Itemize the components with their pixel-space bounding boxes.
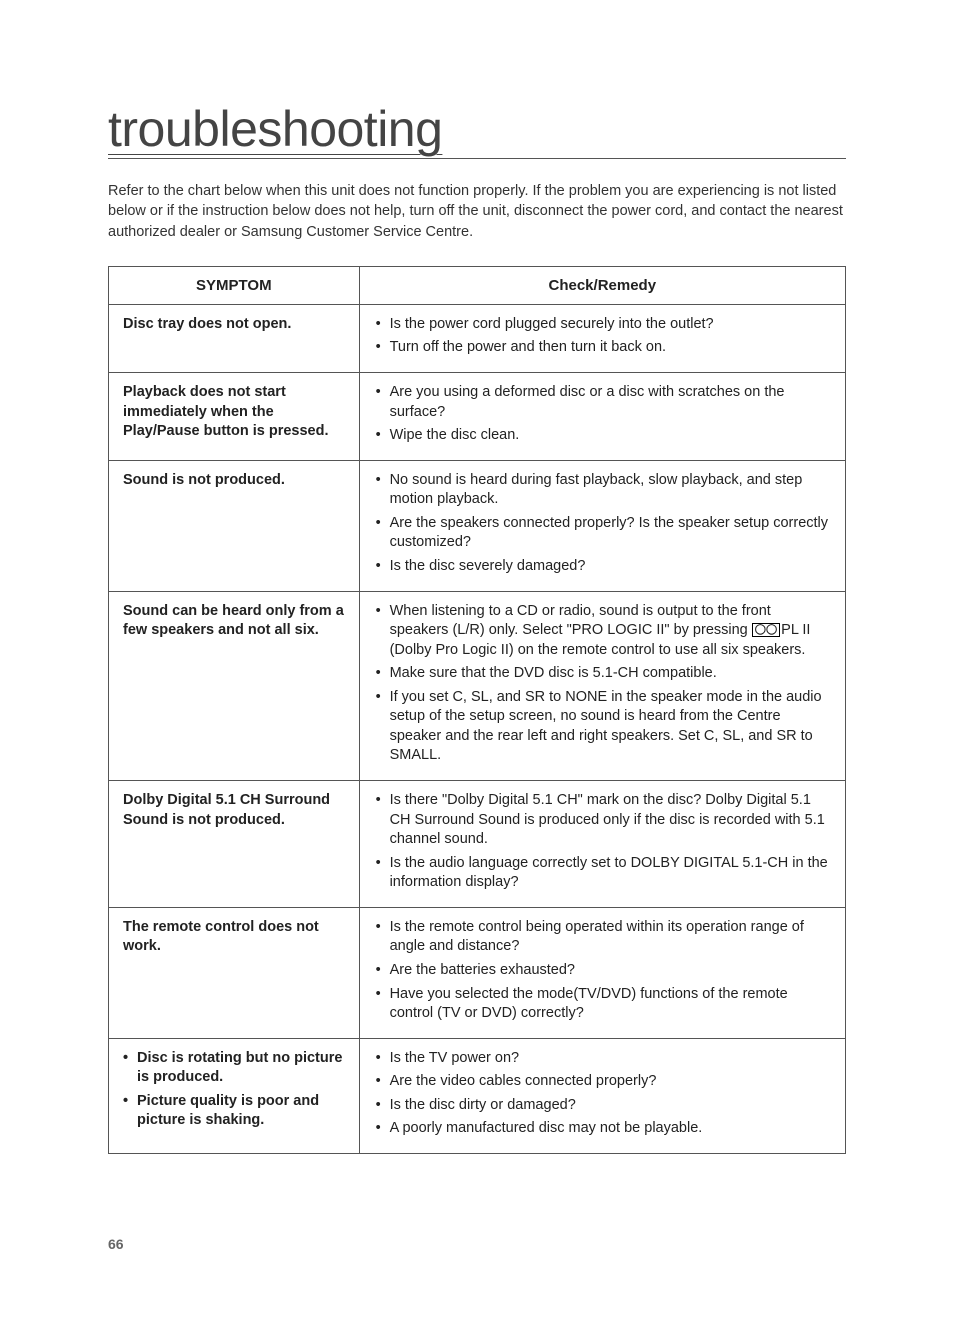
document-page: troubleshooting Refer to the chart below… (0, 0, 954, 1322)
remedy-bullet: Are the video cables connected properly? (374, 1072, 831, 1092)
remedy-bullet: No sound is heard during fast playback, … (374, 471, 831, 510)
intro-paragraph: Refer to the chart below when this unit … (108, 181, 846, 242)
remedy-bullet: Is the disc severely damaged? (374, 557, 831, 577)
remedy-bullet: Are the speakers connected properly? Is … (374, 514, 831, 553)
page-title: troubleshooting (108, 100, 442, 158)
dolby-pl2-icon: ◯◯ (752, 623, 780, 637)
symptom-cell: Disc is rotating but no picture is produ… (109, 1038, 360, 1153)
symptom-cell: Sound is not produced. (109, 460, 360, 591)
remedy-bullet: Are the batteries exhausted? (374, 961, 831, 981)
symptom-cell: Sound can be heard only from a few speak… (109, 591, 360, 781)
remedy-bullet: Are you using a deformed disc or a disc … (374, 383, 831, 422)
remedy-bullet: Wipe the disc clean. (374, 426, 831, 446)
title-underline-wrap: troubleshooting (108, 100, 846, 159)
remedy-cell: Is the TV power on? Are the video cables … (359, 1038, 845, 1153)
remedy-bullet: Have you selected the mode(TV/DVD) funct… (374, 985, 831, 1024)
remedy-bullet: Turn off the power and then turn it back… (374, 338, 831, 358)
symptom-cell: Dolby Digital 5.1 CH Surround Sound is n… (109, 781, 360, 908)
remedy-cell: Is the power cord plugged securely into … (359, 304, 845, 372)
remedy-cell: No sound is heard during fast playback, … (359, 460, 845, 591)
remedy-cell: Is the remote control being operated wit… (359, 907, 845, 1038)
remedy-bullet: A poorly manufactured disc may not be pl… (374, 1119, 831, 1139)
table-row: Disc is rotating but no picture is produ… (109, 1038, 846, 1153)
remedy-bullet: Is the disc dirty or damaged? (374, 1096, 831, 1116)
table-row: Playback does not start immediately when… (109, 373, 846, 461)
symptom-bullet: Disc is rotating but no picture is produ… (123, 1049, 345, 1088)
troubleshooting-table: SYMPTOM Check/Remedy Disc tray does not … (108, 266, 846, 1154)
remedy-bullet: Is the power cord plugged securely into … (374, 315, 831, 335)
remedy-cell: Are you using a deformed disc or a disc … (359, 373, 845, 461)
remedy-bullet: Is the remote control being operated wit… (374, 918, 831, 957)
page-number: 66 (108, 1236, 124, 1252)
symptom-cell: The remote control does not work. (109, 907, 360, 1038)
table-row: Sound is not produced. No sound is heard … (109, 460, 846, 591)
symptom-cell: Disc tray does not open. (109, 304, 360, 372)
table-row: Dolby Digital 5.1 CH Surround Sound is n… (109, 781, 846, 908)
table-body: Disc tray does not open. Is the power cor… (109, 304, 846, 1153)
header-symptom: SYMPTOM (109, 266, 360, 304)
table-row: Sound can be heard only from a few speak… (109, 591, 846, 781)
symptom-cell: Playback does not start immediately when… (109, 373, 360, 461)
table-row: Disc tray does not open. Is the power cor… (109, 304, 846, 372)
remedy-cell: When listening to a CD or radio, sound i… (359, 591, 845, 781)
symptom-bullet: Picture quality is poor and picture is s… (123, 1092, 345, 1131)
remedy-bullet: Is the TV power on? (374, 1049, 831, 1069)
remedy-bullet: Is there "Dolby Digital 5.1 CH" mark on … (374, 791, 831, 850)
remedy-cell: Is there "Dolby Digital 5.1 CH" mark on … (359, 781, 845, 908)
remedy-bullet: Make sure that the DVD disc is 5.1-CH co… (374, 664, 831, 684)
table-row: The remote control does not work. Is the … (109, 907, 846, 1038)
table-header-row: SYMPTOM Check/Remedy (109, 266, 846, 304)
remedy-bullet: Is the audio language correctly set to D… (374, 854, 831, 893)
header-remedy: Check/Remedy (359, 266, 845, 304)
remedy-bullet: If you set C, SL, and SR to NONE in the … (374, 688, 831, 766)
remedy-bullet: When listening to a CD or radio, sound i… (374, 602, 831, 661)
